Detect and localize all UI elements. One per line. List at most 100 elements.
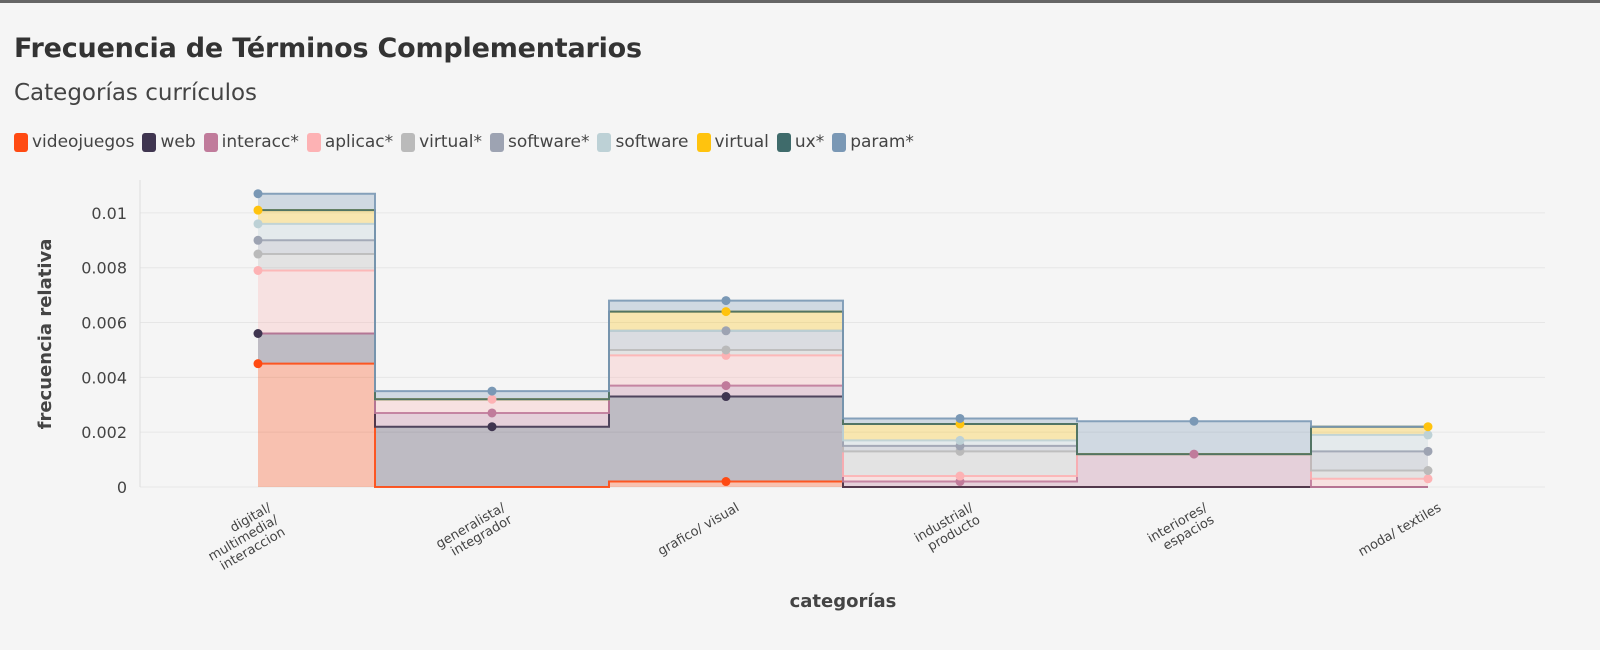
- legend-item-videojuegos[interactable]: videojuegos: [14, 132, 134, 152]
- area-web: [609, 396, 843, 482]
- x-tick-label: digital/multimedia/interaccion: [206, 500, 288, 574]
- area-software: [258, 223, 375, 241]
- point-web[interactable]: [253, 329, 263, 338]
- area-virtual: [1311, 426, 1428, 435]
- legend-swatch: [832, 132, 847, 152]
- legend-swatch: [776, 132, 791, 152]
- point-aplicac-star[interactable]: [253, 265, 263, 275]
- point-virtual[interactable]: [253, 205, 263, 215]
- area-web: [375, 426, 609, 487]
- legend-label: software: [615, 132, 689, 152]
- legend-item-ux-star[interactable]: ux*: [776, 132, 825, 152]
- chart-subtitle: Categorías currículos: [14, 80, 258, 106]
- area-software-star: [258, 240, 375, 255]
- point-virtual-star[interactable]: [721, 345, 731, 355]
- legend-label: ux*: [794, 132, 825, 152]
- area-interacc-star: [609, 385, 843, 397]
- area-param-star: [258, 193, 375, 211]
- point-web[interactable]: [721, 392, 731, 402]
- top-border: [0, 0, 1600, 3]
- point-virtual[interactable]: [1423, 422, 1433, 432]
- area-param-star: [1077, 421, 1311, 455]
- point-param-star[interactable]: [955, 413, 965, 423]
- legend-swatch: [401, 132, 416, 152]
- area-param-star: [609, 300, 843, 312]
- x-tick-label: generalista/integrador: [434, 500, 516, 559]
- area-aplicac-star: [375, 399, 609, 413]
- series-points: [253, 189, 1433, 487]
- point-param-star[interactable]: [487, 386, 497, 396]
- legend-swatch: [696, 132, 711, 152]
- legend-label: aplicac*: [324, 132, 394, 152]
- legend-label: virtual: [714, 132, 769, 152]
- point-software-star[interactable]: [721, 326, 731, 336]
- point-web[interactable]: [487, 422, 497, 432]
- legend-label: interacc*: [221, 132, 299, 152]
- point-software-star[interactable]: [1423, 446, 1433, 456]
- x-tick-line: grafico/ visual: [655, 500, 742, 559]
- point-virtual-star[interactable]: [1423, 466, 1433, 476]
- point-virtual[interactable]: [721, 307, 731, 317]
- legend-swatch: [203, 132, 218, 152]
- area-videojuegos: [258, 363, 375, 487]
- legend-label: param*: [850, 132, 914, 152]
- area-software: [1311, 434, 1428, 452]
- point-param-star[interactable]: [253, 189, 263, 199]
- point-interacc-star[interactable]: [1189, 449, 1199, 459]
- x-tick-label: interiores/espacios: [1145, 500, 1217, 554]
- x-tick-label: moda/ textiles: [1356, 500, 1444, 560]
- series-lines: [258, 192, 1428, 488]
- area-interacc-star: [1077, 454, 1311, 487]
- point-interacc-star[interactable]: [487, 408, 497, 418]
- legend-item-web[interactable]: web: [142, 132, 196, 152]
- point-software-star[interactable]: [253, 235, 263, 245]
- legend-label: virtual*: [419, 132, 482, 152]
- legend-item-virtual[interactable]: virtual: [696, 132, 769, 152]
- point-aplicac-star[interactable]: [487, 394, 497, 404]
- point-software[interactable]: [1423, 430, 1433, 440]
- area-virtual: [843, 423, 1077, 441]
- legend-swatch: [489, 132, 504, 152]
- y-tick-label: 0.008: [81, 259, 127, 278]
- legend-item-software-star[interactable]: software*: [489, 132, 590, 152]
- point-videojuegos[interactable]: [721, 477, 731, 487]
- area-software-star: [1311, 451, 1428, 471]
- area-aplicac-star: [609, 355, 843, 386]
- x-tick-line: moda/ textiles: [1356, 500, 1444, 560]
- legend-item-param-star[interactable]: param*: [832, 132, 914, 152]
- point-software[interactable]: [253, 219, 263, 229]
- legend-swatch: [306, 132, 321, 152]
- legend-label: videojuegos: [32, 132, 135, 152]
- area-virtual: [609, 311, 843, 331]
- point-aplicac-star[interactable]: [1423, 474, 1433, 484]
- area-aplicac-star: [258, 270, 375, 334]
- chart-title: Frecuencia de Términos Complementarios: [14, 33, 642, 64]
- point-interacc-star[interactable]: [721, 381, 731, 391]
- point-param-star[interactable]: [721, 296, 731, 306]
- point-videojuegos[interactable]: [253, 359, 263, 369]
- point-aplicac-star[interactable]: [955, 471, 965, 481]
- area-aplicac-star: [1311, 478, 1428, 487]
- point-software[interactable]: [955, 435, 965, 445]
- legend-swatch: [597, 132, 612, 152]
- point-virtual-star[interactable]: [253, 249, 263, 259]
- area-interacc-star: [375, 412, 609, 427]
- legend-item-software[interactable]: software: [597, 132, 689, 152]
- legend-item-virtual-star[interactable]: virtual*: [401, 132, 482, 152]
- y-tick-label: 0: [117, 478, 127, 497]
- point-param-star[interactable]: [1189, 416, 1199, 426]
- x-tick-label: grafico/ visual: [655, 500, 742, 559]
- line-param-star: [258, 192, 1428, 428]
- legend-swatch: [142, 132, 157, 152]
- y-tick-label: 0.01: [91, 204, 127, 223]
- y-tick-label: 0.006: [81, 314, 127, 333]
- area-virtual: [258, 210, 375, 224]
- area-web: [258, 333, 375, 364]
- y-tick-label: 0.002: [81, 423, 127, 442]
- y-axis-title: frecuencia relativa: [35, 239, 56, 430]
- legend-item-aplicac-star[interactable]: aplicac*: [306, 132, 394, 152]
- area-virtual-star: [1311, 470, 1428, 479]
- legend-label: software*: [507, 132, 590, 152]
- legend-item-interacc-star[interactable]: interacc*: [203, 132, 299, 152]
